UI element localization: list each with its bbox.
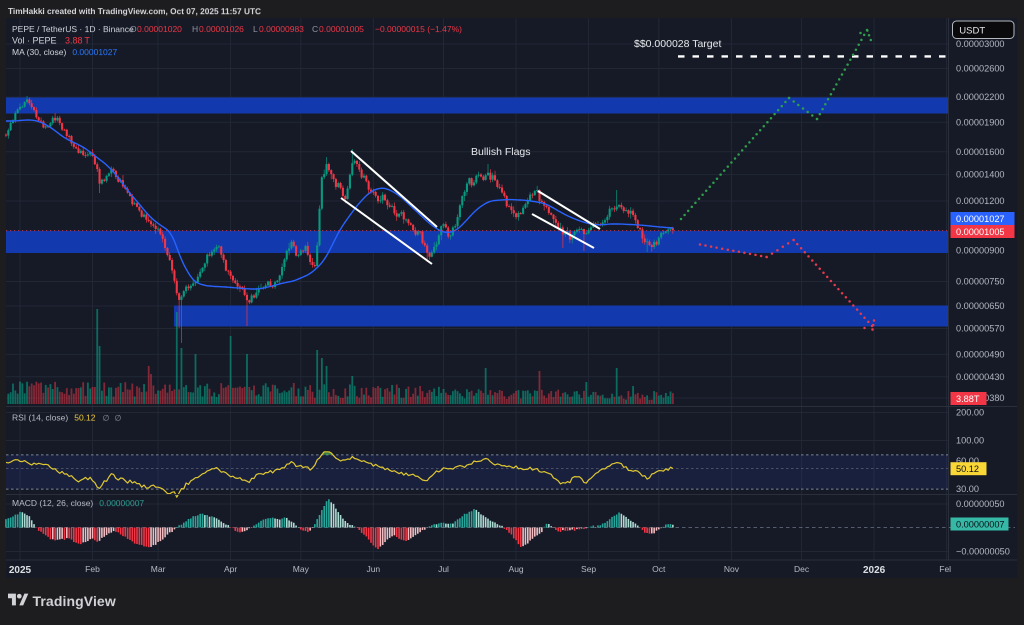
svg-text:Feb: Feb (85, 564, 100, 574)
svg-text:May: May (293, 564, 310, 574)
svg-text:Dec: Dec (794, 564, 810, 574)
svg-text:Vol · PEPE: Vol · PEPE (12, 36, 57, 46)
svg-text:Oct: Oct (652, 564, 666, 574)
svg-text:0.00002200: 0.00002200 (956, 92, 1005, 102)
svg-text:Jun: Jun (366, 564, 380, 574)
svg-text:O: O (130, 24, 137, 34)
svg-text:Bullish Flags: Bullish Flags (471, 146, 531, 158)
svg-text:0.00000983: 0.00000983 (259, 24, 304, 34)
svg-text:0.00000430: 0.00000430 (956, 372, 1005, 382)
svg-text:0.00001400: 0.00001400 (956, 170, 1005, 180)
svg-text:0.00001026: 0.00001026 (199, 24, 244, 34)
svg-text:0.00000490: 0.00000490 (956, 350, 1005, 360)
svg-text:0.00000050: 0.00000050 (956, 499, 1005, 509)
svg-text:Nov: Nov (724, 564, 740, 574)
svg-text:H: H (192, 24, 198, 34)
svg-text:−0.00000050: −0.00000050 (956, 547, 1010, 557)
svg-text:0.00000570: 0.00000570 (956, 324, 1005, 334)
svg-text:0.00002600: 0.00002600 (956, 64, 1005, 74)
svg-text:0.00001027: 0.00001027 (956, 214, 1005, 224)
svg-text:0.00001900: 0.00001900 (956, 117, 1005, 127)
svg-text:TradingView: TradingView (32, 593, 115, 609)
svg-text:Sep: Sep (581, 564, 596, 574)
svg-text:0.00000900: 0.00000900 (956, 245, 1005, 255)
svg-text:TimHakki created with TradingV: TimHakki created with TradingView.com, O… (8, 6, 261, 16)
svg-text:0.00003000: 0.00003000 (956, 39, 1005, 49)
svg-text:0.00000650: 0.00000650 (956, 301, 1005, 311)
svg-text:$$0.000028 Target: $$0.000028 Target (634, 38, 721, 50)
svg-text:50.12: 50.12 (956, 464, 979, 474)
svg-text:0.00001200: 0.00001200 (956, 196, 1005, 206)
svg-text:0.00000750: 0.00000750 (956, 277, 1005, 287)
svg-text:Aug: Aug (509, 564, 524, 574)
svg-text:MACD (12, 26, close)0.00000007: MACD (12, 26, close)0.00000007 (12, 498, 144, 508)
svg-text:PEPE / TetherUS · 1D · Binance: PEPE / TetherUS · 1D · Binance (12, 24, 134, 34)
svg-text:0.00001600: 0.00001600 (956, 147, 1005, 157)
svg-text:2026: 2026 (863, 565, 886, 576)
svg-text:Mar: Mar (151, 564, 166, 574)
svg-text:0.00001005: 0.00001005 (956, 227, 1005, 237)
svg-text:3.88T: 3.88T (956, 394, 980, 404)
svg-text:30.00: 30.00 (956, 484, 979, 494)
svg-text:0.00000007: 0.00000007 (956, 520, 1005, 530)
svg-text:L: L (253, 24, 258, 34)
svg-text:Apr: Apr (224, 564, 237, 574)
svg-text:0.00001020: 0.00001020 (137, 24, 182, 34)
svg-text:MA (30, close)0.00001027: MA (30, close)0.00001027 (12, 47, 118, 57)
svg-text:100.00: 100.00 (956, 436, 984, 446)
svg-text:Jul: Jul (438, 564, 449, 574)
svg-text:USDT: USDT (959, 25, 985, 36)
svg-text:RSI (14, close)50.12∅∅: RSI (14, close)50.12∅∅ (12, 413, 121, 423)
svg-text:3.88 T: 3.88 T (65, 36, 90, 46)
svg-text:2025: 2025 (9, 565, 32, 576)
svg-text:0.00001005: 0.00001005 (319, 24, 364, 34)
svg-text:−0.00000015 (−1.47%): −0.00000015 (−1.47%) (375, 24, 462, 34)
svg-text:200.00: 200.00 (956, 408, 984, 418)
svg-text:C: C (312, 24, 318, 34)
